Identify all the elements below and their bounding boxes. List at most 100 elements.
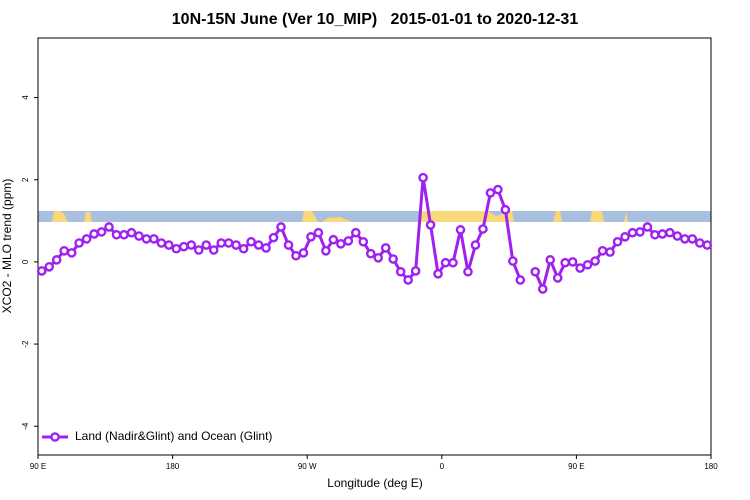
- point: [702, 240, 713, 250]
- point: [642, 222, 653, 232]
- point: [186, 240, 197, 250]
- point: [403, 275, 413, 285]
- land-ocean-band: [38, 211, 711, 222]
- point: [694, 238, 705, 248]
- point: [433, 269, 443, 279]
- y-axis-label: XCO2 - MLO trend (ppm): [0, 179, 14, 314]
- point: [298, 248, 309, 258]
- point: [627, 227, 638, 238]
- point: [179, 241, 189, 252]
- point: [104, 222, 114, 232]
- point: [351, 227, 361, 238]
- legend-label: Land (Nadir&Glint) and Ocean (Glint): [75, 429, 272, 443]
- point: [51, 255, 62, 265]
- point: [567, 257, 578, 267]
- y-tick-label: 0: [21, 259, 30, 264]
- x-tick-label: 180: [166, 462, 180, 471]
- point: [156, 238, 167, 248]
- point: [201, 240, 212, 250]
- x-tick-label: 0: [440, 462, 445, 471]
- y-tick-label: 2: [21, 177, 30, 182]
- point: [306, 232, 316, 242]
- point: [171, 243, 182, 254]
- point: [81, 234, 92, 244]
- point: [552, 273, 563, 283]
- point: [380, 243, 391, 253]
- point: [508, 256, 518, 266]
- x-tick-label: 90 E: [30, 462, 46, 471]
- point: [493, 184, 503, 195]
- point: [246, 236, 256, 247]
- point: [635, 227, 645, 237]
- point: [238, 243, 249, 254]
- point: [463, 266, 473, 277]
- point: [253, 240, 264, 250]
- point: [89, 229, 99, 239]
- x-axis-label: Longitude (deg E): [327, 476, 422, 490]
- point: [418, 172, 428, 183]
- ocean-band: [38, 211, 711, 222]
- point: [59, 246, 69, 256]
- point: [134, 231, 144, 241]
- point: [276, 222, 286, 232]
- y-tick-label: -2: [21, 340, 30, 348]
- point: [545, 255, 556, 265]
- point: [687, 234, 698, 244]
- point: [537, 284, 548, 294]
- point: [680, 234, 690, 244]
- point: [119, 229, 129, 240]
- point: [582, 259, 593, 270]
- point: [500, 204, 511, 215]
- point: [126, 227, 137, 238]
- point: [321, 246, 331, 256]
- point: [208, 245, 219, 255]
- legend-marker: [50, 432, 60, 442]
- point: [672, 231, 683, 241]
- x-tick-label: 90 E: [568, 462, 584, 471]
- point: [193, 245, 204, 255]
- point: [261, 243, 271, 253]
- point: [44, 262, 55, 272]
- chart-title: 10N-15N June (Ver 10_MIP) 2015-01-01 to …: [172, 11, 579, 28]
- point: [657, 229, 668, 239]
- point: [440, 257, 451, 268]
- point: [291, 250, 301, 261]
- point: [515, 275, 526, 285]
- point: [268, 232, 279, 243]
- x-tick-label: 180: [704, 462, 718, 471]
- point: [66, 248, 77, 258]
- y-tick-label: -4: [21, 422, 30, 430]
- point: [149, 234, 159, 244]
- point: [216, 238, 227, 248]
- point: [612, 236, 623, 247]
- point: [111, 229, 122, 240]
- point: [328, 234, 339, 245]
- point: [283, 240, 294, 250]
- point: [96, 227, 107, 237]
- point: [410, 266, 421, 276]
- point: [223, 238, 234, 248]
- point: [365, 248, 376, 259]
- point: [36, 266, 47, 276]
- point: [313, 227, 324, 238]
- x-tick-label: 90 W: [298, 462, 317, 471]
- point: [650, 229, 660, 240]
- point: [336, 239, 346, 249]
- point: [605, 247, 615, 257]
- point: [620, 232, 630, 242]
- point: [455, 225, 466, 235]
- point: [343, 236, 354, 246]
- plot-frame: [37, 37, 712, 456]
- point: [141, 234, 152, 244]
- point: [164, 240, 174, 250]
- point: [530, 266, 541, 277]
- point: [395, 266, 406, 277]
- point: [74, 238, 84, 248]
- point: [590, 256, 600, 266]
- point: [485, 188, 496, 198]
- point: [560, 257, 570, 268]
- point: [597, 246, 608, 256]
- point: [665, 227, 675, 238]
- point: [425, 220, 436, 230]
